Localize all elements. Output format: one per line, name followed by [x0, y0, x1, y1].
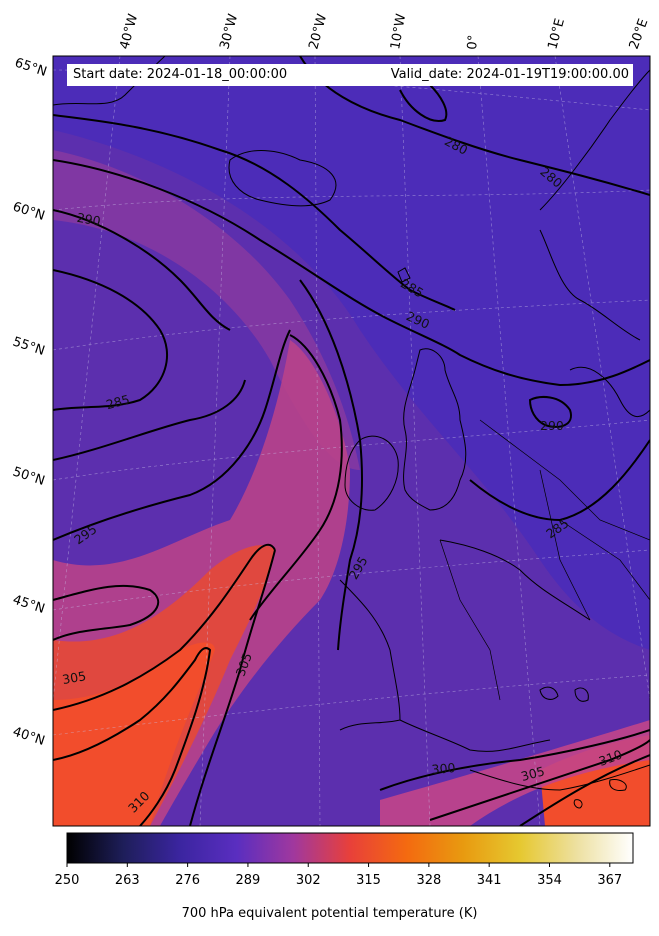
- lat-label: 40°N: [11, 725, 47, 749]
- graticule: [53, 56, 650, 826]
- contour-label: 290: [540, 418, 564, 433]
- map-frame: [52, 55, 651, 827]
- lat-label: 50°N: [11, 465, 47, 489]
- colorbar-tick-label: 276: [175, 873, 200, 888]
- field-warm-se: [380, 720, 650, 826]
- lon-label: 40°W: [117, 12, 141, 51]
- contour-290-loop: [528, 396, 572, 428]
- latitude-labels: 65°N 60°N 55°N 50°N 45°N 40°N: [11, 56, 49, 749]
- field-warm-band: [53, 150, 360, 470]
- start-date: Start date: 2024-01-18_00:00:00: [73, 67, 288, 82]
- colorbar-tick-label: 341: [477, 873, 502, 888]
- info-bar: Start date: 2024-01-18_00:00:00 Valid_da…: [67, 64, 633, 86]
- lon-label: 30°W: [217, 12, 241, 51]
- contour-305-west: [53, 543, 276, 711]
- contour-280-a: [299, 56, 650, 196]
- colorbar-tick-label: 302: [296, 873, 321, 888]
- longitude-labels: 40°W 30°W 20°W 10°W 0° 10°E 20°E: [117, 12, 651, 51]
- contour-310-east: [519, 754, 650, 826]
- contour-300-central: [249, 334, 343, 621]
- lon-label: 20°E: [627, 17, 652, 52]
- lon-label: 0°: [465, 34, 481, 50]
- colorbar-tick-label: 367: [597, 873, 622, 888]
- colorbar-tick-label: 250: [55, 873, 80, 888]
- lat-label: 60°N: [11, 200, 47, 224]
- coastlines: [53, 56, 650, 809]
- lon-label: 10°E: [545, 17, 568, 51]
- colorbar-tick-label: 289: [236, 873, 261, 888]
- valid-date: Valid_date: 2024-01-19T19:00:00.00: [390, 67, 629, 82]
- contour-295-central: [299, 279, 363, 651]
- map-panel: 280 280 285 285 285 290 290 290 295 295 …: [53, 56, 650, 826]
- contour-label: 300: [431, 760, 456, 777]
- contour-lines: [53, 56, 650, 826]
- contour-285-north: [53, 114, 456, 311]
- colorbar-tick-label: 315: [356, 873, 381, 888]
- colorbar-ticks: 250 263 276 289 302 315 328 341 354 367: [55, 863, 622, 888]
- colorbar-label: 700 hPa equivalent potential temperature…: [181, 906, 478, 921]
- contour-285-east: [469, 439, 650, 522]
- contour-305-south: [429, 739, 650, 821]
- contour-label: 285: [104, 392, 131, 413]
- contour-300-south: [379, 729, 650, 791]
- contour-300-west: [53, 584, 160, 641]
- contour-label: 305: [519, 763, 546, 784]
- contour-290-main: [53, 159, 650, 387]
- contour-310-west: [53, 647, 212, 826]
- lon-label: 10°W: [388, 13, 409, 51]
- contour-label: 305: [61, 668, 87, 687]
- contour-280-b: [399, 84, 448, 122]
- contour-label: 290: [76, 210, 102, 229]
- contour-285-loop: [53, 269, 169, 411]
- colorbar: 250 263 276 289 302 315 328 341 354 367: [55, 832, 634, 888]
- contour-290-c: [53, 379, 246, 461]
- contour-305-central: [189, 549, 276, 826]
- lat-label: 45°N: [11, 593, 47, 617]
- colorbar-strip: [66, 832, 634, 864]
- colorbar-tick-label: 263: [115, 873, 140, 888]
- lon-label: 20°W: [306, 12, 330, 51]
- colorbar-tick-label: 328: [416, 873, 441, 888]
- colorbar-tick-label: 354: [537, 873, 562, 888]
- lat-label: 55°N: [11, 335, 47, 359]
- field-hottest: [53, 642, 215, 826]
- contour-295-west: [53, 329, 291, 541]
- contour-290-b: [53, 209, 231, 331]
- lat-label: 65°N: [13, 56, 49, 80]
